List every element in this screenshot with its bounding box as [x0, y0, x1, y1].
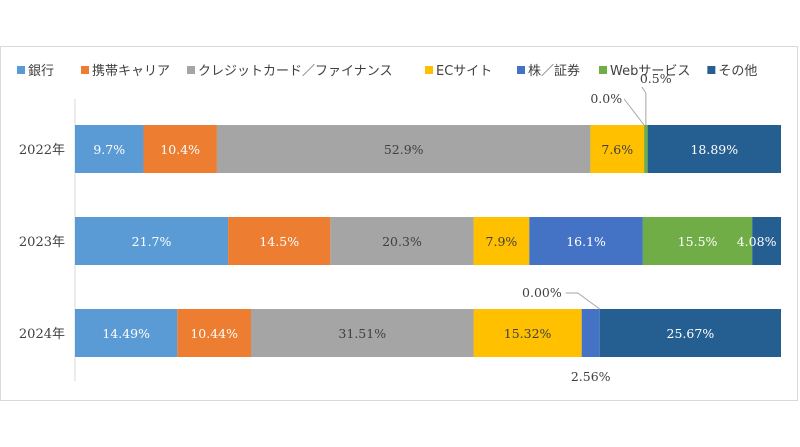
data-label-0-2: 52.9% [384, 142, 424, 157]
legend-swatch-5 [599, 66, 608, 74]
bar-2-6 [599, 309, 781, 357]
data-label-2-5: 0.00% [522, 285, 562, 300]
chart-area: 銀行 携帯キャリア クレジットカード／ファイナンス ECサイト 株／証券 Webサービス そ… [0, 46, 798, 401]
data-label-1-2: 20.3% [382, 234, 422, 249]
bar-1-2 [330, 217, 474, 265]
bar-0-1 [143, 125, 217, 173]
data-label-1-1: 14.5% [259, 234, 299, 249]
legend-swatch-6 [707, 66, 716, 74]
data-label-2-3: 15.32% [504, 326, 552, 341]
data-label-2-1: 10.44% [190, 326, 238, 341]
data-label-0-4: 0.0% [590, 91, 622, 106]
data-labels: 9.7% 10.4% 52.9% 7.6% 18.89% 21.7% 14.5% 20.3% 7… [93, 142, 776, 341]
legend-label-6: その他 [718, 64, 757, 79]
data-label-0-0: 9.7% [93, 142, 125, 157]
legend-label-2: クレジットカード／ファイナンス [198, 64, 392, 79]
bar-0-5 [644, 125, 648, 173]
callout-line-0-5 [641, 86, 647, 125]
data-label-2-0: 14.49% [102, 326, 150, 341]
bar-1-3 [473, 217, 530, 265]
bar-0-0 [75, 125, 144, 173]
bar-1-5 [642, 217, 753, 265]
data-label-2-6: 25.67% [667, 326, 715, 341]
bar-2-0 [75, 309, 178, 357]
bar-0-6 [647, 125, 781, 173]
data-label-0-5: 0.5% [640, 71, 672, 86]
data-label-0-6: 18.89% [690, 142, 738, 157]
bar-0-3 [590, 125, 645, 173]
legend-label-5: Webサービス [610, 64, 690, 79]
callout-line-0-4 [623, 98, 645, 126]
data-label-2-4: 2.56% [571, 369, 611, 384]
bar-1-4 [529, 217, 643, 265]
category-label-1: 2023年 [19, 235, 65, 250]
data-label-1-0: 21.7% [132, 234, 172, 249]
data-label-1-6: 4.08% [737, 234, 777, 249]
bar-0-2 [216, 125, 591, 173]
bar-1-0 [75, 217, 229, 265]
data-label-2-2: 31.51% [338, 326, 386, 341]
data-label-1-4: 16.1% [566, 234, 606, 249]
callout-line-2-5 [565, 292, 601, 310]
bar-2-1 [177, 309, 252, 357]
bar-1-6 [752, 217, 781, 265]
stacked-bar-chart: 銀行 携帯キャリア クレジットカード／ファイナンス ECサイト 株／証券 Webサービス そ… [17, 63, 781, 384]
legend-swatch-4 [517, 66, 526, 74]
legend-swatch-2 [187, 66, 196, 74]
bar-2-4 [581, 309, 600, 357]
callouts: 0.0% 0.5% 2.56% 0.00% [522, 71, 672, 384]
legend-swatch-0 [17, 66, 25, 74]
category-label-0: 2022年 [19, 143, 65, 158]
legend-label-1: 携帯キャリア [92, 63, 170, 79]
category-label-2: 2024年 [19, 327, 65, 342]
legend-swatch-3 [425, 66, 434, 74]
data-label-0-3: 7.6% [601, 142, 633, 157]
legend-label-4: 株／証券 [528, 63, 580, 79]
legend-label-3: ECサイト [436, 64, 492, 79]
legend-swatch-1 [81, 66, 89, 74]
bars [75, 125, 781, 357]
category-labels: 2022年 2023年 2024年 [19, 143, 65, 342]
bar-2-3 [473, 309, 582, 357]
legend: 銀行 携帯キャリア クレジットカード／ファイナンス ECサイト 株／証券 Webサービス そ… [17, 63, 757, 79]
data-label-1-3: 7.9% [486, 234, 518, 249]
data-label-0-1: 10.4% [160, 142, 200, 157]
bar-1-1 [228, 217, 331, 265]
bar-2-2 [251, 309, 474, 357]
data-label-1-5: 15.5% [678, 234, 718, 249]
legend-label-0: 銀行 [28, 64, 54, 79]
